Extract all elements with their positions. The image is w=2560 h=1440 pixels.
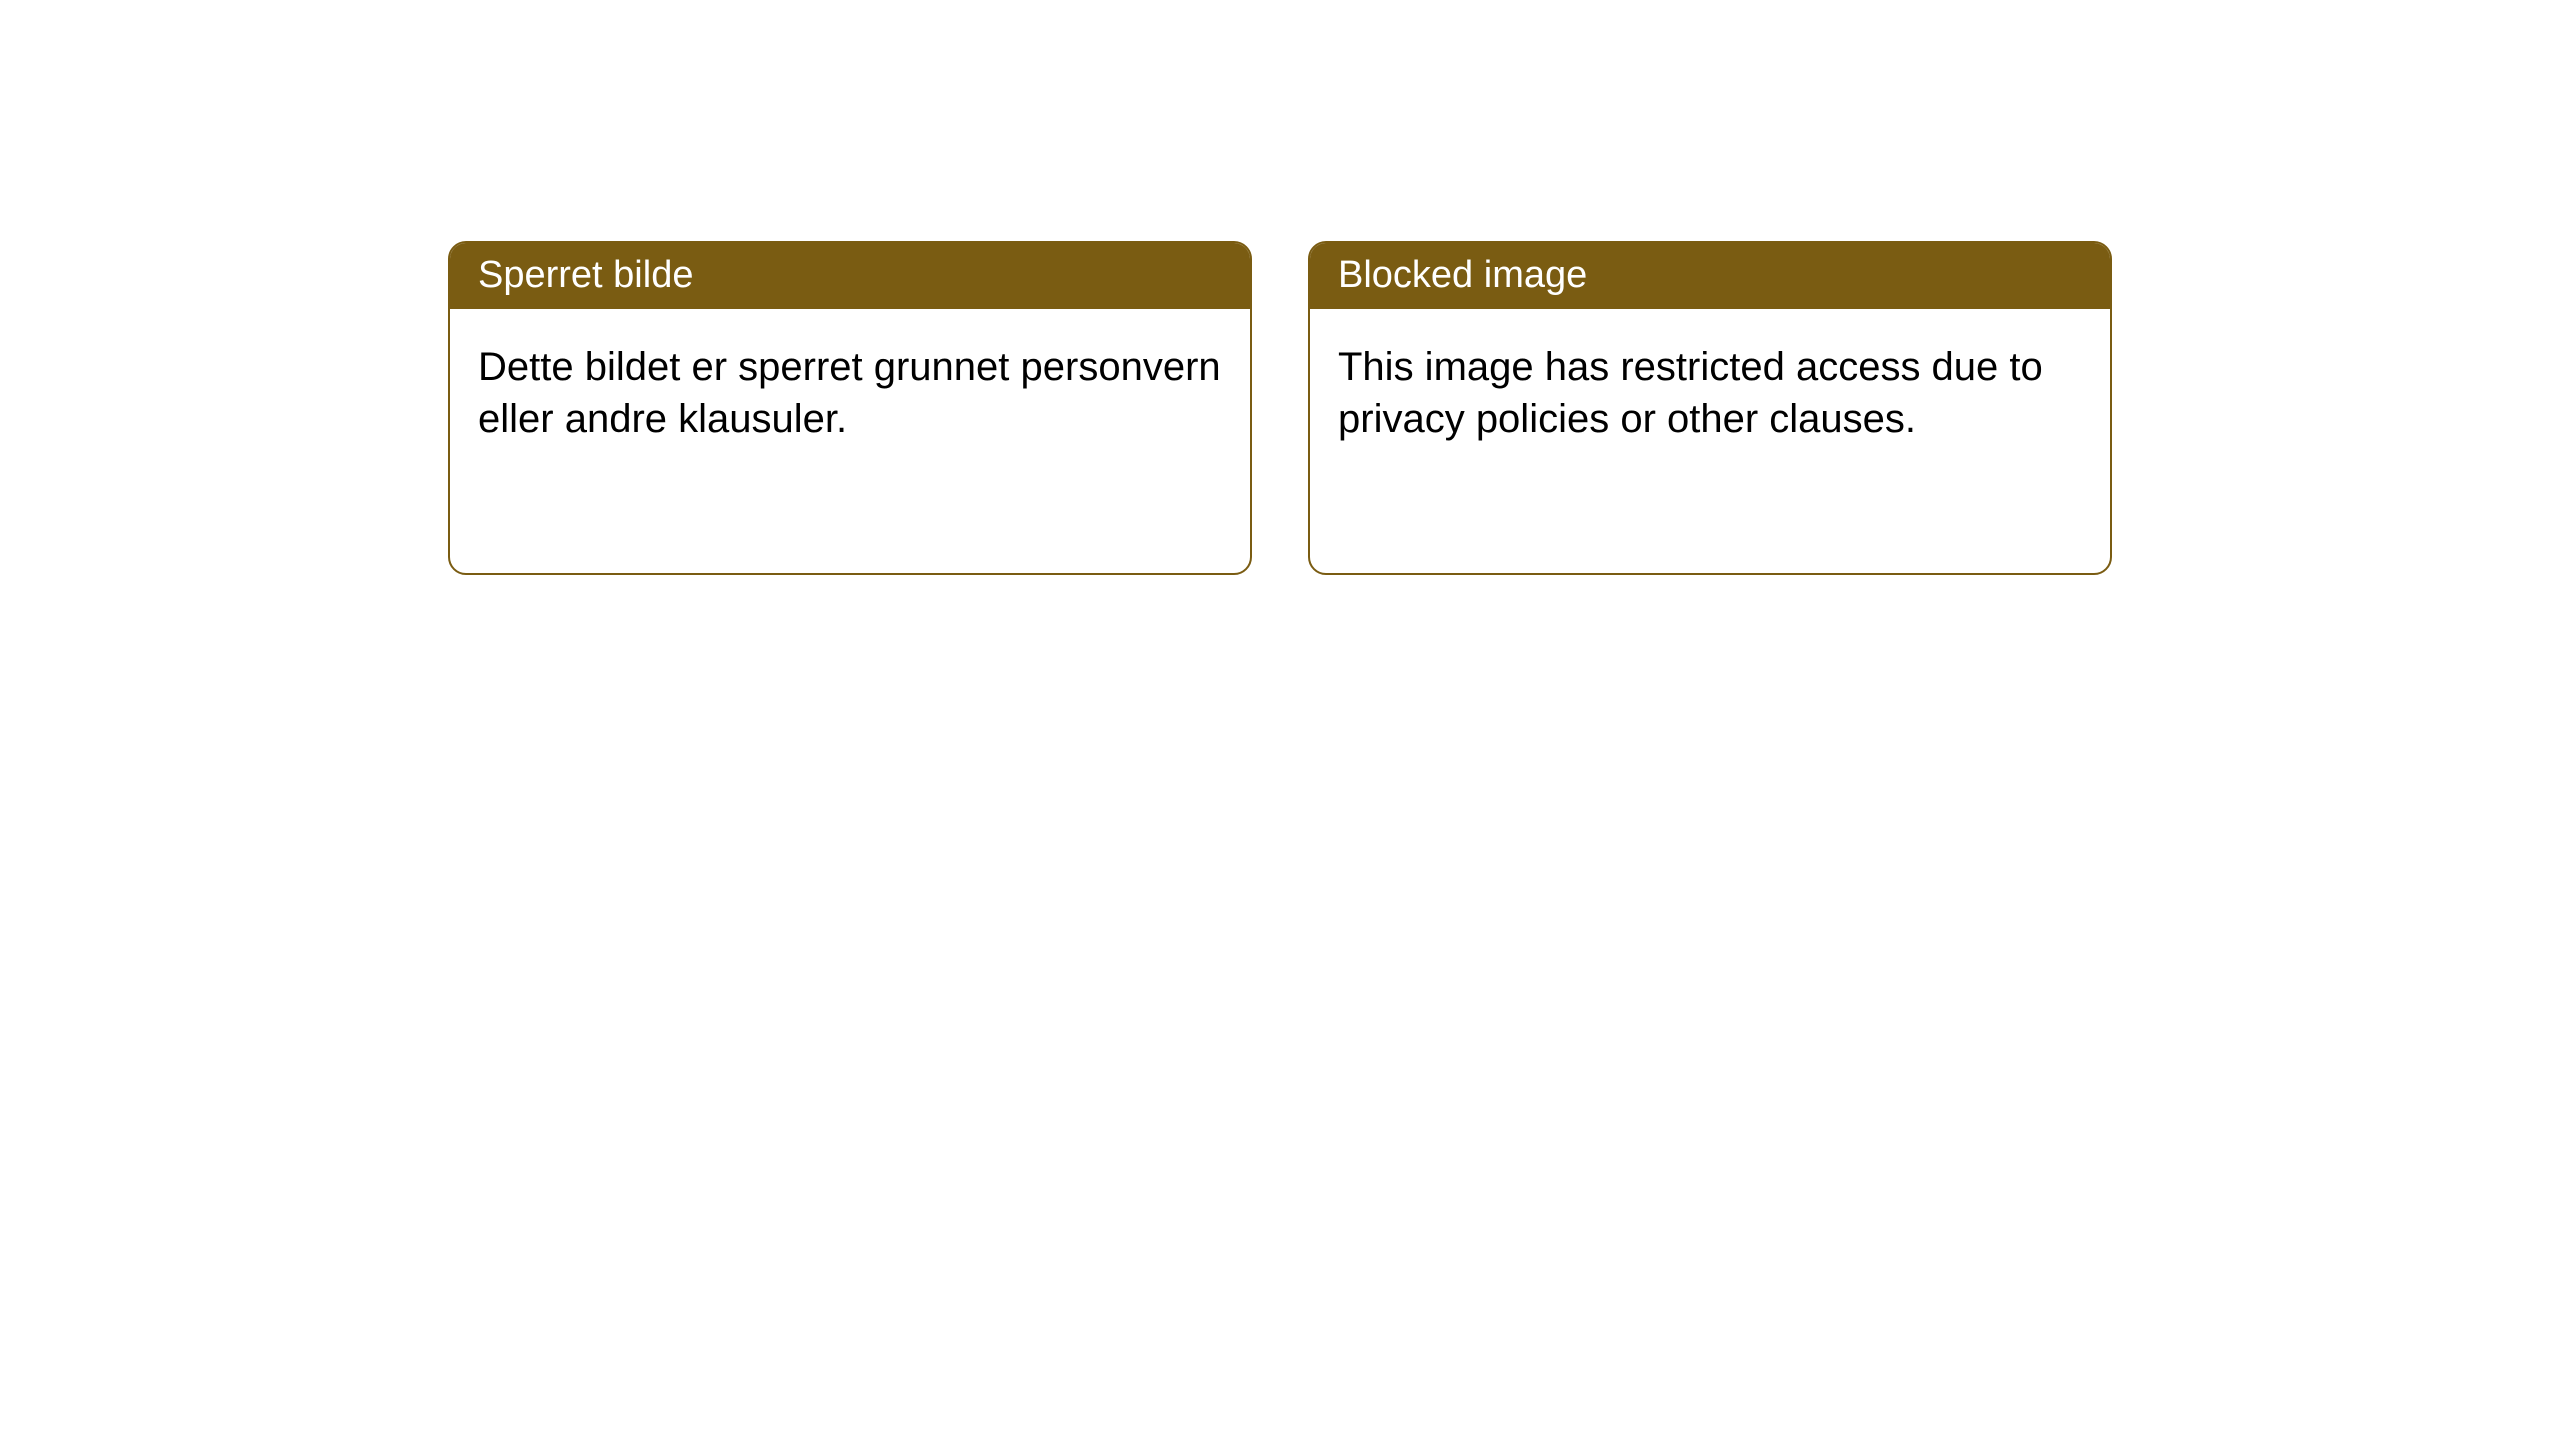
notice-body-norwegian: Dette bildet er sperret grunnet personve… <box>450 309 1250 477</box>
notice-card-english: Blocked image This image has restricted … <box>1308 241 2112 575</box>
notice-container: Sperret bilde Dette bildet er sperret gr… <box>448 241 2112 575</box>
notice-header-norwegian: Sperret bilde <box>450 243 1250 309</box>
notice-card-norwegian: Sperret bilde Dette bildet er sperret gr… <box>448 241 1252 575</box>
notice-header-english: Blocked image <box>1310 243 2110 309</box>
notice-body-english: This image has restricted access due to … <box>1310 309 2110 477</box>
